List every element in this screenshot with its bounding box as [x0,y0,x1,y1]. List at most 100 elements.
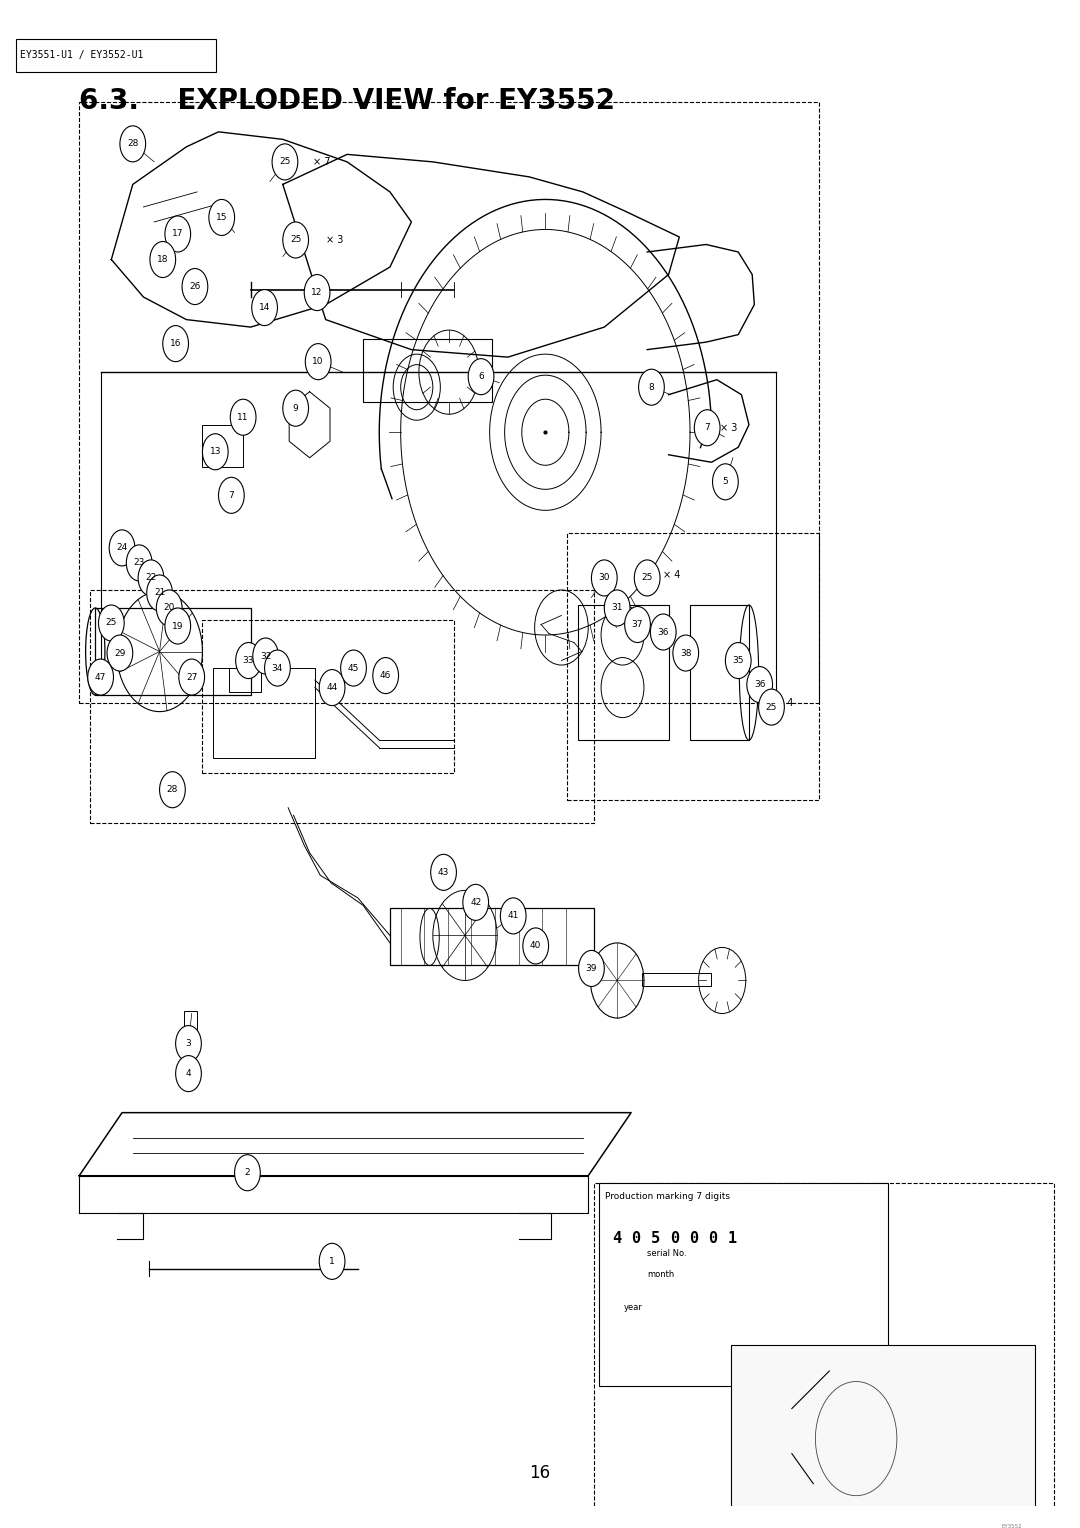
Text: 12: 12 [311,289,323,296]
Text: 39: 39 [585,964,597,973]
Text: 14: 14 [259,303,270,312]
Circle shape [138,559,164,596]
Bar [363,339,491,402]
Bar [202,425,243,466]
Text: 42: 42 [470,898,482,908]
Text: 4: 4 [611,1232,621,1247]
Text: × 3: × 3 [326,235,343,244]
Bar [202,620,455,773]
Text: 25: 25 [766,703,778,712]
Text: 6.3.    EXPLODED VIEW for EY3552: 6.3. EXPLODED VIEW for EY3552 [79,87,616,115]
Text: 29: 29 [114,648,125,657]
Text: 25: 25 [280,157,291,167]
Text: × 4: × 4 [775,698,793,707]
Text: 25: 25 [642,573,652,582]
Bar [213,668,315,758]
Bar [79,102,819,703]
Text: 35: 35 [732,656,744,665]
Circle shape [208,200,234,235]
Circle shape [253,639,279,674]
Text: 4: 4 [186,1070,191,1079]
Text: 1: 1 [728,1232,737,1247]
Text: 45: 45 [348,663,360,672]
Text: 13: 13 [210,448,221,457]
Text: 33: 33 [243,656,254,665]
Text: 21: 21 [153,588,165,597]
Text: 17: 17 [172,229,184,238]
Circle shape [340,649,366,686]
Text: 1: 1 [329,1258,335,1265]
Circle shape [638,370,664,405]
Text: 32: 32 [260,651,271,660]
Circle shape [176,1056,201,1091]
Text: 7: 7 [704,423,710,432]
Circle shape [523,927,549,964]
Text: 10: 10 [312,358,324,367]
Text: 24: 24 [117,544,127,553]
Text: 47: 47 [95,672,106,681]
Text: 31: 31 [611,604,623,613]
Text: 36: 36 [658,628,669,637]
Text: 40: 40 [530,941,541,950]
Text: 36: 36 [754,680,766,689]
Circle shape [650,614,676,649]
Bar [599,1183,888,1386]
Circle shape [235,643,261,678]
Text: 19: 19 [172,622,184,631]
Text: 2: 2 [245,1169,251,1177]
Circle shape [183,269,207,304]
Text: 37: 37 [632,620,644,630]
Circle shape [265,649,291,686]
Text: 25: 25 [289,235,301,244]
Text: × 3: × 3 [720,423,738,432]
Circle shape [673,636,699,671]
Circle shape [283,222,309,258]
Circle shape [605,590,630,626]
Circle shape [320,669,345,706]
Circle shape [634,559,660,596]
Circle shape [107,636,133,671]
Circle shape [758,689,784,726]
Text: 16: 16 [170,339,181,348]
Circle shape [747,666,772,703]
Text: 7: 7 [229,490,234,500]
Circle shape [306,344,332,379]
Text: 11: 11 [238,413,248,422]
Text: × 4: × 4 [663,570,680,581]
Circle shape [469,359,494,394]
Text: 20: 20 [163,604,175,613]
Text: × 7: × 7 [313,157,330,167]
Circle shape [165,215,191,252]
Circle shape [126,545,152,581]
Text: 25: 25 [106,619,117,628]
Text: serial No.: serial No. [647,1250,687,1259]
Circle shape [230,399,256,435]
Circle shape [120,125,146,162]
Text: 5: 5 [650,1232,660,1247]
Circle shape [726,643,751,678]
Text: 46: 46 [380,671,391,680]
Text: 34: 34 [272,663,283,672]
Circle shape [179,659,204,695]
Circle shape [252,289,278,325]
Circle shape [165,608,191,643]
Bar [578,605,669,740]
Circle shape [579,950,605,987]
Circle shape [283,390,309,426]
Text: 3: 3 [186,1039,191,1048]
Text: 18: 18 [157,255,168,264]
Circle shape [202,434,228,469]
Text: 30: 30 [598,573,610,582]
Circle shape [87,659,113,695]
Circle shape [176,1025,201,1062]
Circle shape [320,1244,345,1279]
Circle shape [160,772,186,808]
Text: 43: 43 [437,868,449,877]
Text: EY3552: EY3552 [1001,1523,1023,1528]
Text: 6: 6 [478,373,484,380]
Text: 27: 27 [186,672,198,681]
Text: 0: 0 [708,1232,717,1247]
Text: 41: 41 [508,911,518,920]
Text: 15: 15 [216,212,228,222]
Circle shape [109,530,135,565]
